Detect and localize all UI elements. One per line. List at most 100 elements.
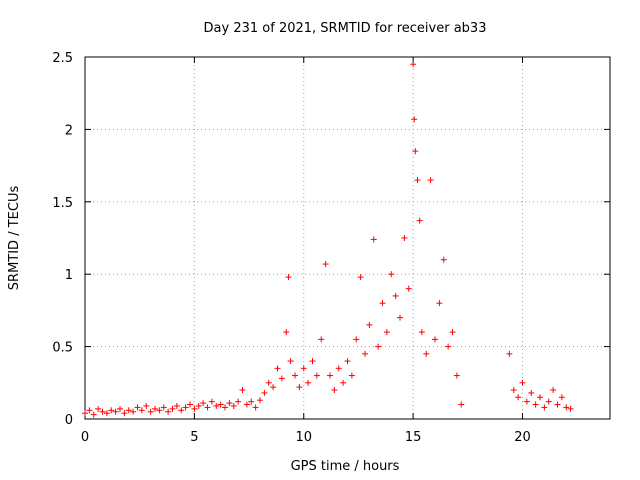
data-point — [248, 398, 255, 405]
data-point — [445, 343, 452, 350]
data-point — [392, 292, 399, 299]
data-point — [204, 404, 211, 411]
data-point — [362, 350, 368, 357]
data-point — [453, 372, 460, 379]
data-point — [90, 411, 97, 418]
data-point — [261, 389, 268, 396]
data-point — [147, 408, 154, 415]
data-point — [274, 365, 281, 372]
data-point — [187, 401, 193, 408]
data-point — [545, 398, 552, 405]
x-tick-label: 0 — [81, 430, 89, 445]
data-point — [125, 407, 132, 414]
data-point — [292, 372, 298, 379]
data-point — [222, 404, 228, 411]
data-point — [405, 285, 412, 292]
data-point — [401, 235, 408, 241]
y-tick-label: 1.5 — [52, 196, 73, 211]
data-point — [322, 261, 329, 268]
data-point — [191, 405, 198, 412]
x-tick-label: 10 — [295, 430, 312, 445]
x-tick-label: 15 — [405, 430, 422, 445]
data-point — [375, 343, 382, 350]
data-point — [195, 402, 202, 409]
data-point — [296, 384, 303, 391]
data-point — [165, 408, 172, 415]
data-point — [213, 402, 220, 409]
data-point — [243, 401, 250, 408]
y-tick-label: 2.5 — [52, 51, 73, 66]
data-point — [366, 321, 373, 328]
data-point — [567, 405, 574, 412]
data-point — [265, 379, 272, 386]
data-point — [357, 274, 364, 281]
data-point — [335, 365, 342, 372]
data-point — [182, 404, 189, 411]
data-point — [178, 407, 185, 414]
data-point — [138, 407, 145, 414]
data-point — [217, 401, 224, 408]
data-point — [388, 271, 395, 278]
data-point — [541, 404, 548, 411]
data-point — [208, 398, 215, 405]
data-point — [348, 372, 355, 379]
data-point — [252, 404, 259, 411]
data-point — [537, 394, 543, 401]
x-axis-label: GPS time / hours — [291, 459, 400, 474]
data-point — [411, 116, 418, 123]
data-point — [95, 405, 102, 412]
data-point — [235, 398, 242, 405]
data-point — [160, 404, 167, 411]
data-point — [305, 379, 312, 386]
y-axis-label: SRMTID / TECUs — [7, 186, 22, 291]
data-point — [370, 236, 377, 243]
data-point — [121, 410, 128, 417]
data-point — [309, 358, 316, 365]
data-point — [432, 336, 438, 343]
data-point — [515, 394, 522, 401]
data-point — [397, 314, 403, 321]
data-point — [86, 407, 93, 414]
ticks — [84, 56, 610, 420]
y-tick-label: 2 — [65, 123, 73, 138]
data-marks — [82, 61, 574, 418]
data-point — [287, 358, 294, 365]
data-point — [300, 365, 307, 372]
data-point — [414, 177, 421, 184]
data-point — [156, 407, 163, 414]
data-point — [313, 372, 320, 379]
data-point — [130, 408, 137, 415]
data-point — [440, 256, 447, 263]
data-point — [563, 404, 570, 411]
x-tick-label: 5 — [190, 430, 198, 445]
data-point — [226, 400, 233, 407]
data-point — [318, 336, 325, 343]
data-point — [383, 329, 390, 336]
data-point — [344, 358, 351, 365]
data-point — [257, 397, 263, 404]
data-point — [528, 389, 535, 396]
data-point — [506, 350, 513, 357]
data-point — [558, 394, 565, 401]
data-point — [340, 379, 347, 386]
x-tick-label: 20 — [514, 430, 531, 445]
tick-labels: 0 5 10 15 20 0 0.5 1 1.5 2 2.5 — [52, 51, 530, 445]
data-point — [353, 336, 360, 343]
data-point — [278, 375, 285, 382]
data-point — [550, 387, 557, 394]
data-point — [143, 402, 150, 409]
data-point — [200, 400, 207, 407]
y-tick-label: 1 — [65, 268, 73, 283]
data-point — [554, 401, 561, 408]
data-point — [327, 372, 333, 379]
data-point — [270, 384, 277, 391]
data-point — [458, 401, 465, 408]
plot-frame — [84, 56, 611, 420]
data-point — [173, 402, 180, 409]
data-point — [410, 61, 417, 68]
data-point — [117, 405, 123, 412]
data-point — [112, 408, 119, 415]
data-point — [436, 300, 443, 307]
data-point — [134, 404, 141, 411]
